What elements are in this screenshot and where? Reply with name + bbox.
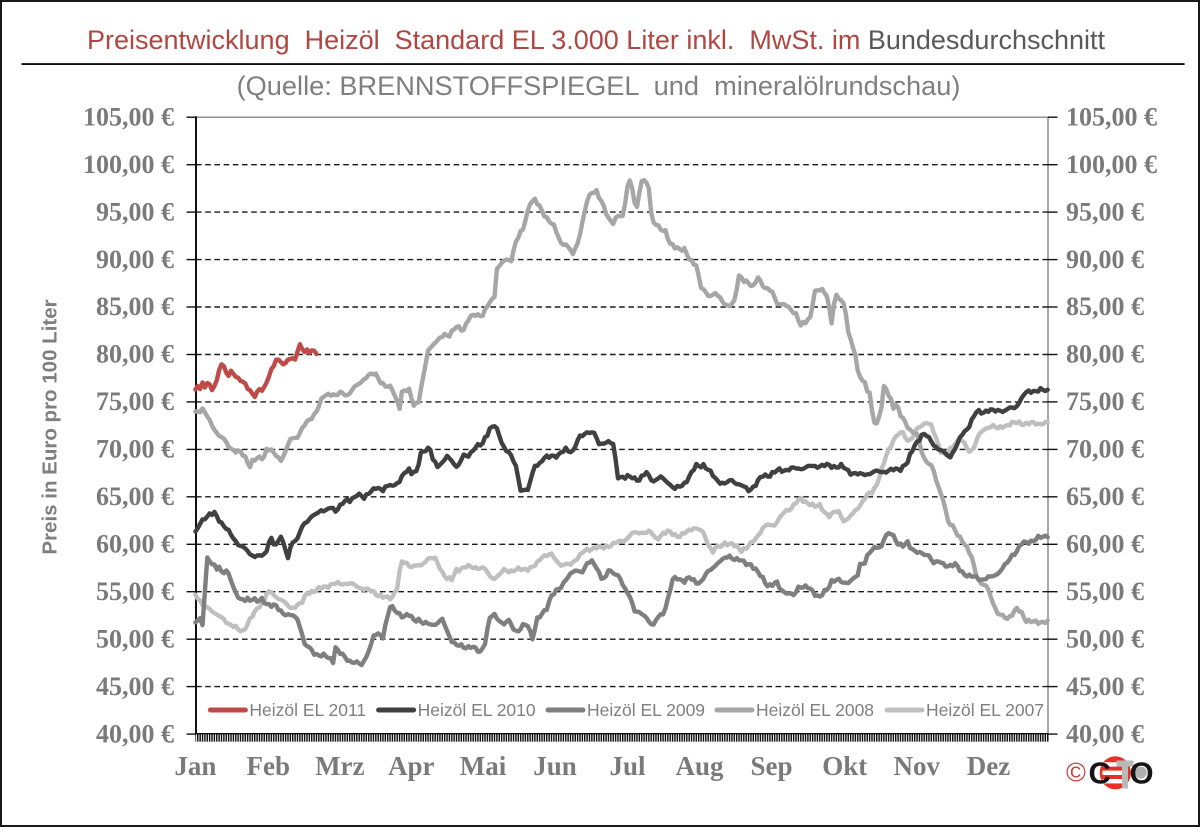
svg-text:70,00 €: 70,00 € xyxy=(1066,435,1144,464)
svg-text:Mrz: Mrz xyxy=(315,751,364,781)
svg-text:60,00 €: 60,00 € xyxy=(1066,530,1144,559)
svg-text:100,00 €: 100,00 € xyxy=(1066,150,1157,179)
svg-text:Heizöl EL 2008: Heizöl EL 2008 xyxy=(756,700,874,720)
svg-text:(Quelle: BRENNSTOFFSPIEGEL un: (Quelle: BRENNSTOFFSPIEGEL und mineralöl… xyxy=(237,70,961,101)
svg-text:Heizöl EL 2011: Heizöl EL 2011 xyxy=(249,700,366,720)
svg-text:65,00 €: 65,00 € xyxy=(1066,482,1144,511)
svg-text:Heizöl EL 2009: Heizöl EL 2009 xyxy=(587,700,705,720)
svg-text:Jul: Jul xyxy=(609,751,646,781)
svg-text:45,00 €: 45,00 € xyxy=(1066,672,1144,701)
svg-text:75,00 €: 75,00 € xyxy=(96,387,174,416)
svg-text:40,00 €: 40,00 € xyxy=(1066,719,1144,748)
svg-text:70,00 €: 70,00 € xyxy=(96,435,174,464)
svg-text:Sep: Sep xyxy=(750,751,792,781)
svg-text:Feb: Feb xyxy=(247,751,291,781)
svg-text:Jan: Jan xyxy=(174,751,216,781)
svg-text:Mai: Mai xyxy=(460,751,507,781)
svg-text:100,00 €: 100,00 € xyxy=(83,150,174,179)
svg-text:105,00 €: 105,00 € xyxy=(1066,102,1157,131)
svg-text:C: C xyxy=(1089,755,1111,790)
svg-text:Nov: Nov xyxy=(894,751,941,781)
svg-text:50,00 €: 50,00 € xyxy=(96,624,174,653)
svg-text:Okt: Okt xyxy=(822,751,867,781)
svg-text:Heizöl EL 2010: Heizöl EL 2010 xyxy=(418,700,536,720)
svg-text:Apr: Apr xyxy=(388,751,435,781)
svg-text:75,00 €: 75,00 € xyxy=(1066,387,1144,416)
svg-text:©: © xyxy=(1066,758,1086,788)
svg-text:Dez: Dez xyxy=(967,751,1010,781)
svg-text:95,00 €: 95,00 € xyxy=(96,197,174,226)
svg-text:80,00 €: 80,00 € xyxy=(96,340,174,369)
svg-text:Heizöl EL 2007: Heizöl EL 2007 xyxy=(926,700,1044,720)
svg-text:40,00 €: 40,00 € xyxy=(96,719,174,748)
svg-text:105,00 €: 105,00 € xyxy=(83,102,174,131)
svg-text:65,00 €: 65,00 € xyxy=(96,482,174,511)
svg-text:O: O xyxy=(1130,755,1154,790)
svg-text:50,00 €: 50,00 € xyxy=(1066,624,1144,653)
svg-text:45,00 €: 45,00 € xyxy=(96,672,174,701)
svg-text:80,00 €: 80,00 € xyxy=(1066,340,1144,369)
svg-text:55,00 €: 55,00 € xyxy=(1066,577,1144,606)
svg-text:90,00 €: 90,00 € xyxy=(96,245,174,274)
svg-text:95,00 €: 95,00 € xyxy=(1066,197,1144,226)
svg-text:85,00 €: 85,00 € xyxy=(1066,292,1144,321)
svg-text:Preis in Euro pro 100 Liter: Preis in Euro pro 100 Liter xyxy=(39,299,62,554)
svg-text:Jun: Jun xyxy=(533,751,577,781)
svg-text:85,00 €: 85,00 € xyxy=(96,292,174,321)
svg-text:90,00 €: 90,00 € xyxy=(1066,245,1144,274)
svg-text:60,00 €: 60,00 € xyxy=(96,530,174,559)
svg-text:55,00 €: 55,00 € xyxy=(96,577,174,606)
svg-text:Aug: Aug xyxy=(675,751,724,781)
svg-text:Preisentwicklung Heizöl Stan: Preisentwicklung Heizöl Standard EL 3.00… xyxy=(87,25,1105,55)
